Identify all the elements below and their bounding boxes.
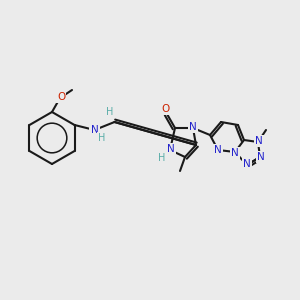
Text: N: N (189, 122, 197, 132)
Text: N: N (257, 152, 265, 162)
Text: O: O (161, 104, 169, 114)
Text: H: H (106, 107, 113, 117)
Text: N: N (91, 125, 98, 135)
Text: N: N (231, 148, 239, 158)
Text: N: N (214, 145, 222, 155)
Text: H: H (158, 153, 166, 163)
Text: H: H (98, 133, 105, 143)
Text: N: N (167, 144, 175, 154)
Text: N: N (243, 159, 251, 169)
Text: N: N (255, 136, 263, 146)
Text: O: O (57, 92, 65, 102)
